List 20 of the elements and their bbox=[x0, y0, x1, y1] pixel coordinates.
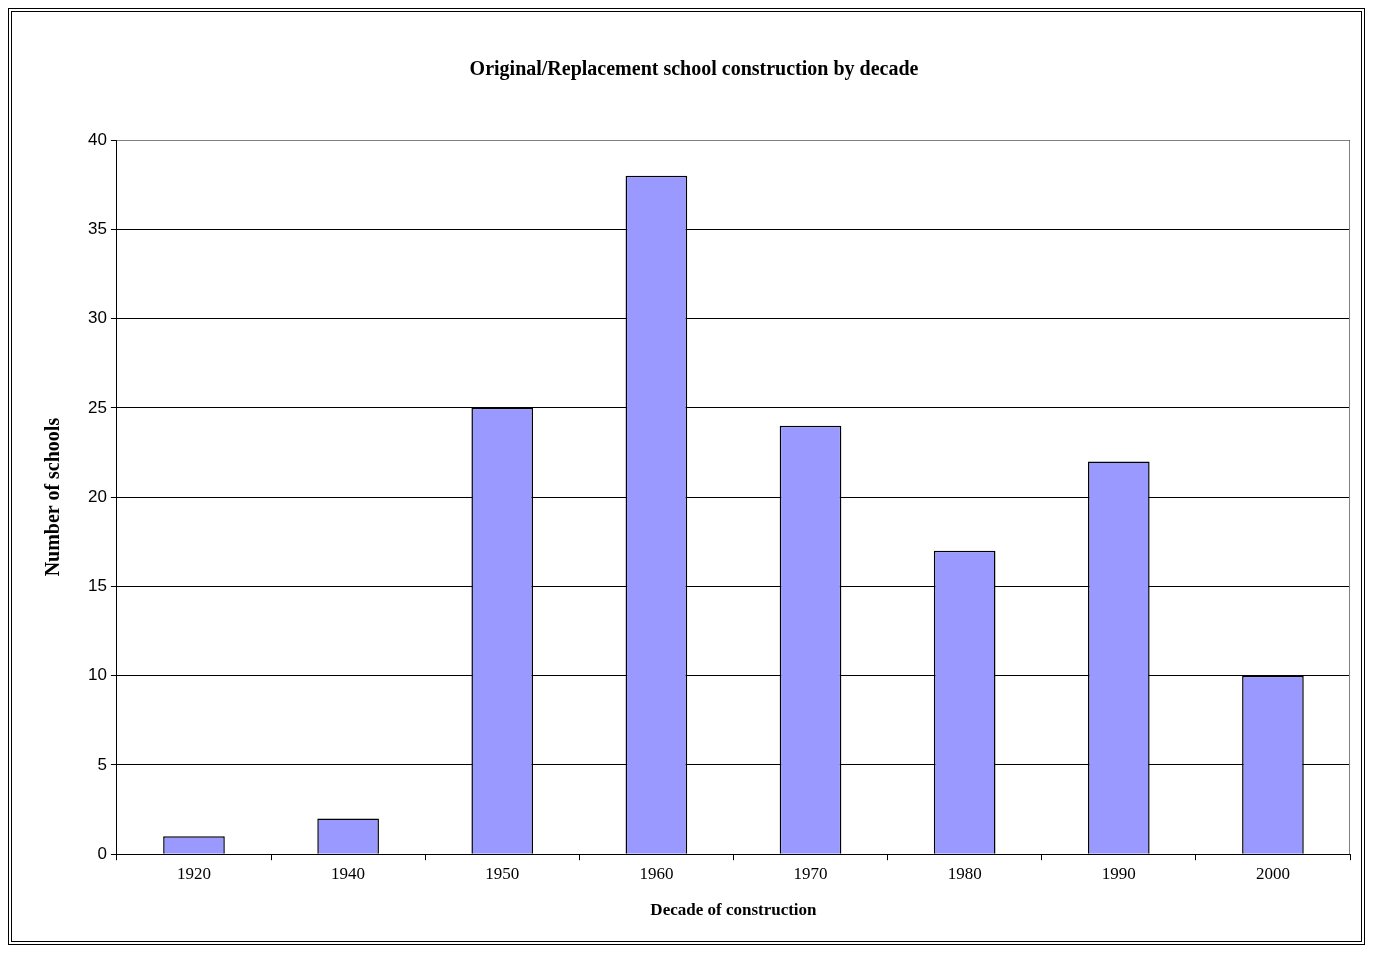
y-tick-label: 35 bbox=[87, 218, 107, 238]
x-tick-label: 1950 bbox=[485, 863, 520, 883]
y-tick-label: 10 bbox=[87, 665, 107, 685]
y-tick-label: 15 bbox=[87, 576, 107, 596]
x-tick-label: 1990 bbox=[1101, 863, 1136, 883]
y-tick-label: 25 bbox=[87, 397, 107, 417]
y-tick-label: 20 bbox=[87, 486, 107, 506]
x-tick-label: 1940 bbox=[331, 863, 366, 883]
x-tick-label: 1970 bbox=[793, 863, 828, 883]
chart-title: Original/Replacement school construction by decade bbox=[469, 57, 919, 81]
x-axis-title: Decade of construction bbox=[650, 900, 818, 920]
x-tick-label: 2000 bbox=[1255, 863, 1290, 883]
y-axis-title: Number of schools bbox=[41, 417, 64, 577]
y-tick-label: 5 bbox=[97, 754, 107, 774]
x-tick-label: 1920 bbox=[176, 863, 211, 883]
x-tick-label: 1980 bbox=[947, 863, 982, 883]
y-tick-label: 40 bbox=[87, 129, 107, 149]
x-tick-label: 1960 bbox=[639, 863, 674, 883]
y-tick-label: 0 bbox=[97, 843, 107, 863]
y-tick-label: 30 bbox=[87, 308, 107, 328]
